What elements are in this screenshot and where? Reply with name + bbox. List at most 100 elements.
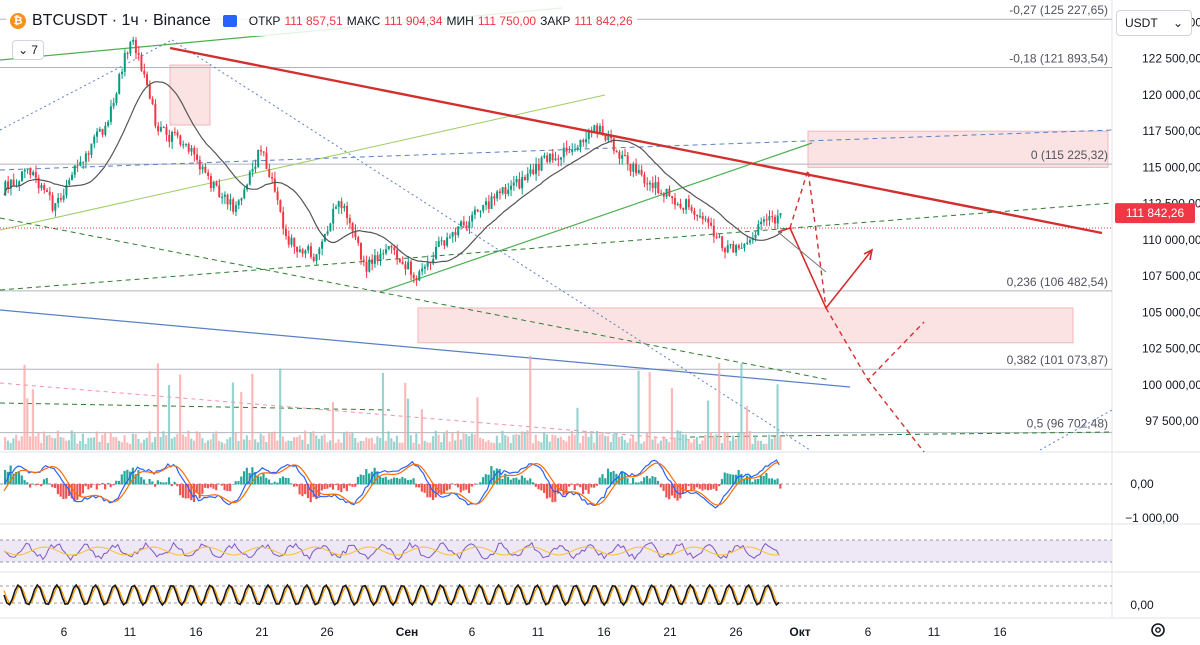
candle-body	[321, 241, 324, 249]
gear-icon[interactable]	[1148, 620, 1168, 640]
macd-histogram-bar	[759, 475, 762, 485]
indicators-count: 7	[31, 43, 38, 57]
high-label: МАКС	[346, 14, 381, 28]
candle-body	[73, 165, 76, 175]
volume-bar	[631, 435, 635, 450]
candle-body	[601, 126, 604, 135]
rsi-line	[3, 541, 780, 561]
candle-body	[409, 261, 412, 275]
candle-body	[498, 191, 501, 194]
macd-histogram-bar	[751, 481, 754, 485]
resistance-zone	[807, 130, 1109, 168]
candle-body	[721, 236, 724, 249]
price-axis-label: 122 500,00	[1142, 52, 1200, 66]
volume-bar	[473, 434, 476, 450]
macd-histogram-bar	[434, 484, 437, 498]
volume-bar	[693, 439, 696, 450]
volume-bar	[370, 437, 373, 450]
chart-header: ₿ BTCUSDT · 1ч · Binance ОТКР 111 857,51 …	[6, 6, 637, 36]
candle-body	[304, 250, 307, 254]
volume-bar	[29, 436, 32, 450]
volume-bar	[429, 442, 432, 450]
candle-body	[98, 129, 101, 132]
candle-body	[65, 184, 68, 196]
candle-body	[354, 231, 357, 238]
volume-bar	[59, 437, 62, 450]
volume-bar	[495, 435, 498, 450]
macd-histogram-bar	[73, 484, 76, 502]
rsi-signal-line	[3, 546, 780, 556]
macd-histogram-bar	[273, 481, 276, 485]
volume-bar	[395, 435, 398, 450]
macd-histogram-bar	[345, 484, 348, 492]
macd-histogram-bar	[34, 484, 37, 486]
macd-histogram-bar	[706, 484, 710, 491]
price-axis-label: 110 000,00	[1142, 233, 1200, 247]
flag-icon[interactable]	[222, 15, 237, 27]
candle-body	[640, 169, 643, 175]
macd-histogram-bar	[651, 476, 654, 485]
macd-histogram-bar	[326, 484, 329, 489]
volume-bar	[281, 436, 285, 450]
indicators-toggle-button[interactable]: ⌄ 7	[12, 40, 44, 60]
macd-histogram-bar	[637, 482, 640, 485]
volume-bar	[45, 435, 48, 450]
candle-body	[729, 244, 732, 246]
currency-button[interactable]: USDT ⌄	[1116, 10, 1192, 36]
symbol-title[interactable]: BTCUSDT · 1ч · Binance	[32, 12, 211, 29]
volume-bar	[95, 431, 98, 450]
macd-histogram-bar	[501, 478, 504, 485]
macd-histogram-bar	[443, 484, 446, 494]
candle-body	[193, 147, 196, 155]
volume-bar	[320, 435, 323, 450]
volume-bar	[117, 440, 121, 450]
volume-bar	[704, 434, 707, 450]
macd-histogram-bar	[87, 484, 90, 490]
volume-bar	[504, 435, 507, 450]
volume-bar	[770, 438, 774, 450]
macd-histogram-bar	[167, 477, 171, 485]
candle-body	[334, 207, 337, 209]
volume-bar	[670, 388, 674, 450]
candle-body	[371, 259, 374, 264]
candle-body	[501, 187, 504, 194]
volume-bar	[279, 368, 282, 450]
volume-bar	[237, 441, 240, 450]
volume-bar	[512, 434, 515, 450]
candle-body	[382, 253, 385, 255]
macd-histogram-bar	[545, 484, 548, 499]
macd-histogram-bar	[59, 484, 62, 497]
candle-body	[301, 249, 304, 254]
volume-bar	[756, 440, 760, 450]
macd-histogram-bar	[217, 483, 221, 485]
volume-bar	[559, 436, 562, 450]
macd-histogram-bar	[556, 484, 560, 494]
candle-body	[415, 278, 418, 281]
macd-axis-label: 0,00	[1130, 477, 1154, 491]
macd-histogram-bar	[51, 484, 54, 488]
macd-axis-label: −1 000,00	[1125, 511, 1179, 525]
fib-level-label: 0,5 (96 702,48)	[1027, 417, 1108, 431]
candle-body	[651, 182, 654, 189]
candle-body	[671, 196, 674, 199]
low-value: 111 750,00	[477, 14, 537, 28]
volume-bar	[165, 435, 168, 450]
candle-body	[68, 180, 71, 185]
candle-body	[57, 197, 60, 204]
candle-body	[204, 166, 207, 173]
candle-body	[487, 201, 490, 209]
macd-histogram-bar	[465, 484, 468, 490]
volume-bar	[173, 436, 176, 450]
macd-histogram-bar	[4, 469, 7, 485]
volume-bar	[112, 437, 115, 450]
candle-body	[32, 172, 35, 175]
volume-bar	[543, 432, 546, 450]
volume-bar	[520, 431, 523, 450]
volume-bar	[620, 436, 624, 450]
candle-body	[26, 168, 29, 170]
volume-bar	[729, 440, 732, 450]
volume-bar	[9, 442, 12, 450]
macd-histogram-bar	[565, 484, 568, 495]
candle-body	[412, 274, 415, 279]
